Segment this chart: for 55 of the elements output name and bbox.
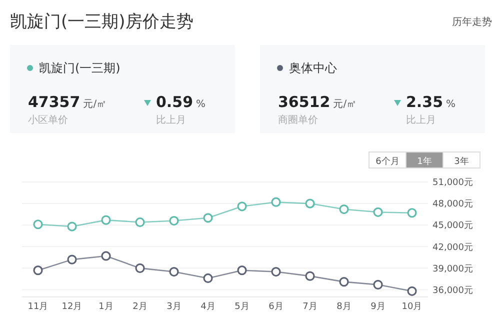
y-tick-label: 48,000元 xyxy=(432,198,473,210)
point xyxy=(373,207,383,217)
x-tick-label: 2月 xyxy=(132,302,148,312)
text: 比上月 xyxy=(156,114,186,126)
y-tick-label: 45,000元 xyxy=(432,220,473,232)
legend-label: 凯旋门(一三期) xyxy=(39,61,120,75)
point xyxy=(407,286,417,296)
point xyxy=(373,280,383,290)
x-tick-label: 12月 xyxy=(62,302,82,312)
point xyxy=(33,266,43,276)
y-tick-label: 36,000元 xyxy=(432,284,473,296)
point xyxy=(101,215,111,225)
text: 36512 元/㎡ xyxy=(278,93,357,111)
point xyxy=(135,217,145,228)
x-tick-label: 7月 xyxy=(302,302,318,312)
point xyxy=(305,198,315,208)
x-tick-label: 6月 xyxy=(268,302,284,312)
point xyxy=(203,273,213,284)
y-tick-label: 42,000元 xyxy=(432,242,473,253)
point xyxy=(101,251,111,261)
point xyxy=(237,202,247,212)
text: 小区单价 xyxy=(28,114,68,126)
point xyxy=(237,266,247,276)
point xyxy=(67,254,77,264)
x-tick-label: 11月 xyxy=(28,302,48,312)
x-tick-label: 4月 xyxy=(200,302,216,312)
point xyxy=(271,266,281,277)
text: 47357 元/㎡ xyxy=(28,93,107,111)
point xyxy=(33,220,43,230)
legend-label: 奥体中心 xyxy=(289,61,337,75)
point xyxy=(339,277,349,287)
point xyxy=(67,222,77,232)
point xyxy=(169,216,179,226)
text: 2.35 % xyxy=(406,93,456,111)
point xyxy=(271,197,281,207)
point xyxy=(203,213,213,223)
point xyxy=(305,271,315,281)
x-tick-label: 8月 xyxy=(336,302,352,312)
x-tick-label: 3月 xyxy=(166,302,182,312)
text: 0.59 % xyxy=(156,93,206,111)
point xyxy=(169,266,179,277)
text: 商圈单价 xyxy=(278,114,318,126)
x-tick-label: 1月 xyxy=(98,302,114,312)
period-tabs: 6个月 1年 3年 xyxy=(368,152,480,168)
y-tick-label: 39,000元 xyxy=(432,263,473,274)
point xyxy=(339,204,349,214)
text: 比上月 xyxy=(406,114,436,126)
text: 历年走势 xyxy=(452,16,492,28)
x-tick-label: 10月 xyxy=(402,302,422,312)
chart-title: 凯旋门(一三期)房价走势 xyxy=(10,12,194,32)
x-tick-label: 9月 xyxy=(370,302,386,312)
y-tick-label: 51,000元 xyxy=(432,177,473,188)
point xyxy=(135,263,145,273)
point xyxy=(407,208,417,218)
x-tick-label: 5月 xyxy=(234,302,250,312)
